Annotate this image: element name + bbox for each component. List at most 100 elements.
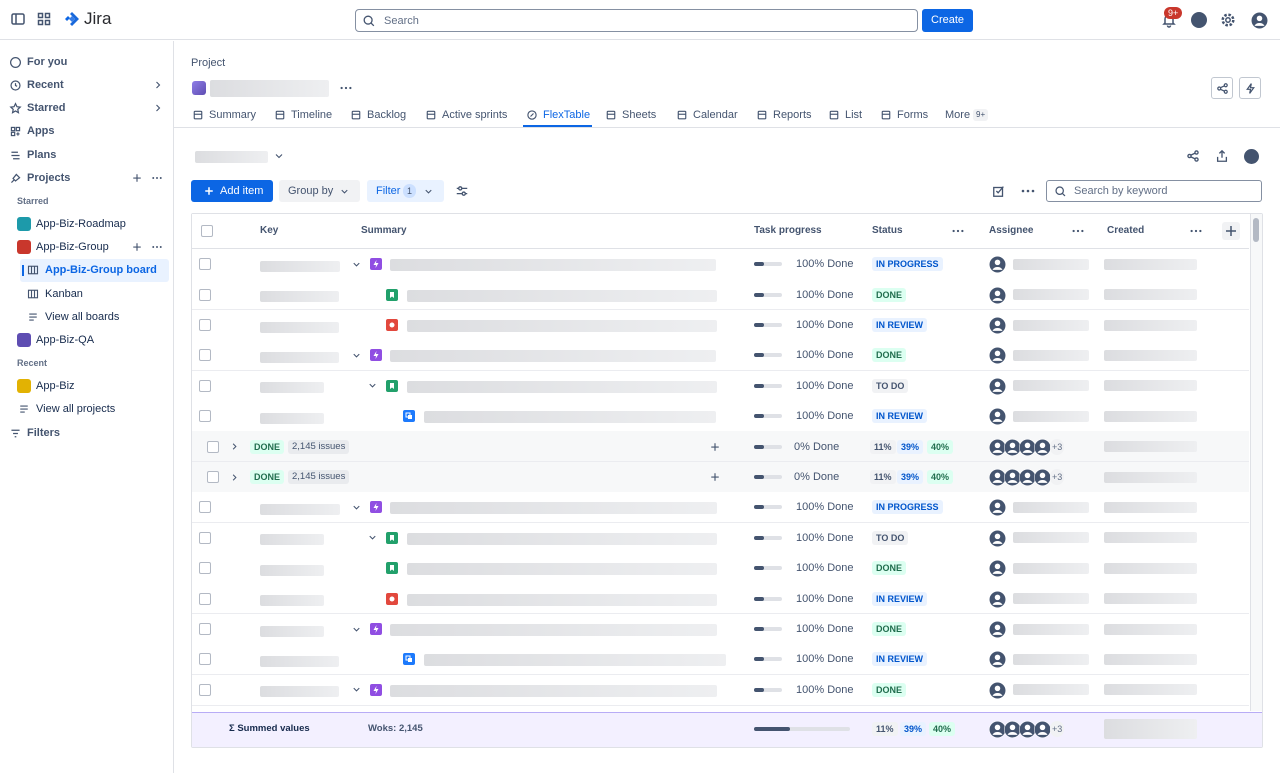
expand-row[interactable]	[367, 532, 378, 543]
column-header[interactable]: Summary	[361, 223, 407, 239]
add-to-group[interactable]	[709, 471, 721, 483]
tab[interactable]: Summary	[209, 107, 256, 123]
add-item-button[interactable]: Add item	[191, 180, 273, 202]
tab[interactable]: Reports	[773, 107, 812, 123]
expand-row[interactable]	[367, 380, 378, 391]
row-checkbox[interactable]	[199, 258, 211, 270]
tab[interactable]: Forms	[897, 107, 928, 123]
expand-row[interactable]	[351, 502, 362, 513]
project-item[interactable]: App-Biz-QA	[36, 332, 94, 348]
nav-item[interactable]: Recent	[27, 77, 64, 93]
board-item[interactable]: App-Biz-Group board	[45, 262, 157, 278]
tab[interactable]: Backlog	[367, 107, 406, 123]
toolbar-more[interactable]	[1020, 183, 1036, 199]
placeholder-bar	[1013, 289, 1089, 300]
tab[interactable]: More	[945, 107, 970, 123]
placeholder-bar	[1104, 654, 1197, 665]
settings[interactable]	[1220, 12, 1236, 28]
row-checkbox[interactable]	[199, 289, 211, 301]
tab[interactable]: FlexTable	[543, 107, 590, 123]
row-checkbox[interactable]	[207, 471, 219, 483]
group-more[interactable]	[151, 241, 163, 253]
nav-item[interactable]: Filters	[27, 425, 60, 441]
nav-item[interactable]: Projects	[27, 170, 70, 186]
expand-starred[interactable]	[152, 102, 164, 114]
global-search[interactable]: Search	[355, 9, 918, 32]
sidebar-toggle[interactable]	[10, 11, 26, 27]
help-icon[interactable]	[1244, 149, 1259, 164]
tab[interactable]: List	[845, 107, 862, 123]
project-item[interactable]: App-Biz	[36, 378, 75, 394]
table-row[interactable]	[192, 279, 1249, 310]
table-row[interactable]	[192, 583, 1249, 614]
bulk-select[interactable]	[992, 184, 1006, 198]
expand-row[interactable]	[351, 350, 362, 361]
create-button[interactable]: Create	[922, 9, 973, 32]
status-share: 11%	[872, 722, 898, 736]
project-item[interactable]: View all projects	[36, 401, 115, 417]
row-checkbox[interactable]	[199, 501, 211, 513]
expand-recent[interactable]	[152, 79, 164, 91]
add-board[interactable]	[131, 241, 143, 253]
app-switcher[interactable]	[36, 11, 52, 27]
column-menu[interactable]	[951, 224, 965, 238]
breadcrumb[interactable]: Project	[191, 55, 225, 71]
column-header[interactable]: Key	[260, 223, 278, 239]
board-item[interactable]: View all boards	[45, 309, 119, 325]
scrollbar	[1250, 214, 1262, 711]
table-row[interactable]	[192, 310, 1249, 341]
tab[interactable]: Active sprints	[442, 107, 507, 123]
table-row[interactable]	[192, 371, 1249, 402]
view-settings[interactable]	[455, 184, 469, 198]
column-header[interactable]: Task progress	[754, 223, 822, 239]
row-checkbox[interactable]	[199, 380, 211, 392]
tab[interactable]: Calendar	[693, 107, 738, 123]
column-header[interactable]: Assignee	[989, 223, 1033, 239]
row-checkbox[interactable]	[207, 441, 219, 453]
column-header[interactable]: Status	[872, 223, 903, 239]
expand-row[interactable]	[351, 259, 362, 270]
nav-item[interactable]: Apps	[27, 123, 55, 139]
expand-group[interactable]	[229, 472, 240, 483]
placeholder-bar	[260, 565, 324, 576]
row-checkbox[interactable]	[199, 623, 211, 635]
nav-item[interactable]: Plans	[27, 147, 56, 163]
placeholder-bar	[1104, 289, 1197, 300]
row-checkbox[interactable]	[199, 562, 211, 574]
project-more[interactable]	[339, 81, 353, 95]
row-checkbox[interactable]	[199, 319, 211, 331]
row-checkbox[interactable]	[199, 593, 211, 605]
column-menu[interactable]	[1189, 224, 1203, 238]
row-checkbox[interactable]	[199, 684, 211, 696]
expand-group[interactable]	[229, 441, 240, 452]
nav-item[interactable]: For you	[27, 54, 67, 70]
help[interactable]	[1191, 12, 1207, 28]
project-item[interactable]: App-Biz-Group	[36, 239, 109, 255]
tab[interactable]: Timeline	[291, 107, 332, 123]
project-item[interactable]: App-Biz-Roadmap	[36, 216, 126, 232]
column-menu[interactable]	[1071, 224, 1085, 238]
projects-more[interactable]	[151, 172, 163, 184]
column-header[interactable]: Created	[1107, 223, 1144, 239]
row-checkbox[interactable]	[199, 653, 211, 665]
tab[interactable]: Sheets	[622, 107, 656, 123]
table-row[interactable]	[192, 401, 1249, 432]
view-chevron[interactable]	[273, 150, 285, 162]
add-to-group[interactable]	[709, 441, 721, 453]
table-row[interactable]	[192, 553, 1249, 584]
placeholder-bar	[1104, 593, 1197, 604]
keyword-search[interactable]: Search by keyword	[1046, 180, 1262, 202]
add-project[interactable]	[131, 172, 143, 184]
row-checkbox[interactable]	[201, 225, 213, 237]
expand-row[interactable]	[351, 624, 362, 635]
export[interactable]	[1215, 149, 1229, 163]
table-row[interactable]	[192, 523, 1249, 554]
row-checkbox[interactable]	[199, 349, 211, 361]
row-checkbox[interactable]	[199, 410, 211, 422]
add-column[interactable]	[1222, 222, 1240, 240]
share[interactable]	[1186, 149, 1200, 163]
expand-row[interactable]	[351, 684, 362, 695]
nav-item[interactable]: Starred	[27, 100, 66, 116]
row-checkbox[interactable]	[199, 532, 211, 544]
board-item[interactable]: Kanban	[45, 286, 83, 302]
